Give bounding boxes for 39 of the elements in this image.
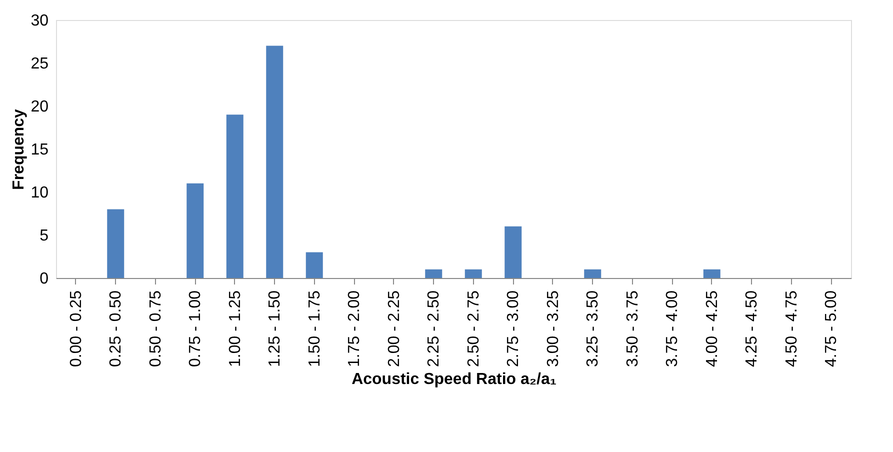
x-tick-label: 4.25 - 4.50 [744, 290, 761, 367]
bar [107, 209, 124, 278]
x-tick-label: 1.75 - 2.00 [346, 290, 364, 367]
x-tick-label: 1.25 - 1.50 [266, 290, 284, 367]
x-tick-label: 4.75 - 5.00 [823, 290, 840, 367]
x-tick-label: 0.75 - 1.00 [187, 290, 204, 367]
bar [266, 46, 284, 278]
x-axis-title: Acoustic Speed Ratio a₂/a₁ [352, 371, 557, 388]
x-tick-label: 2.75 - 3.00 [505, 290, 522, 367]
y-tick-label: 25 [30, 56, 49, 72]
bar [703, 269, 720, 278]
bar [306, 252, 323, 278]
x-tick-label: 4.00 - 4.25 [704, 290, 721, 367]
y-tick-label: 15 [30, 142, 49, 158]
x-tick-label: 0.25 - 0.50 [108, 290, 125, 367]
bar [425, 269, 442, 278]
y-tick-label: 10 [30, 184, 49, 202]
x-tick-label: 2.25 - 2.50 [426, 290, 443, 367]
x-tick-label: 0.00 - 0.25 [68, 290, 85, 367]
x-tick-label: 3.25 - 3.50 [584, 290, 602, 367]
y-axis-title: Frequency [10, 108, 28, 190]
x-tick-label: 0.50 - 0.75 [147, 290, 164, 367]
bar [186, 183, 204, 278]
x-tick-label: 1.50 - 1.75 [306, 290, 324, 367]
y-tick-label: 30 [30, 12, 49, 30]
bar [584, 269, 602, 278]
y-tick-label: 0 [40, 270, 49, 288]
y-tick-label: 5 [40, 228, 49, 244]
x-tick-label: 2.50 - 2.75 [465, 290, 482, 367]
x-tick-label: 4.50 - 4.75 [783, 290, 800, 367]
y-tick-label: 20 [30, 98, 49, 116]
bar [226, 114, 244, 278]
x-tick-label: 3.50 - 3.75 [624, 290, 642, 367]
x-tick-label: 3.75 - 4.00 [664, 290, 682, 367]
x-tick-label: 2.00 - 2.25 [386, 290, 403, 367]
bar [504, 226, 522, 278]
bar [464, 269, 482, 278]
x-tick-label: 3.00 - 3.25 [544, 290, 562, 367]
x-tick-label: 1.00 - 1.25 [226, 290, 244, 367]
